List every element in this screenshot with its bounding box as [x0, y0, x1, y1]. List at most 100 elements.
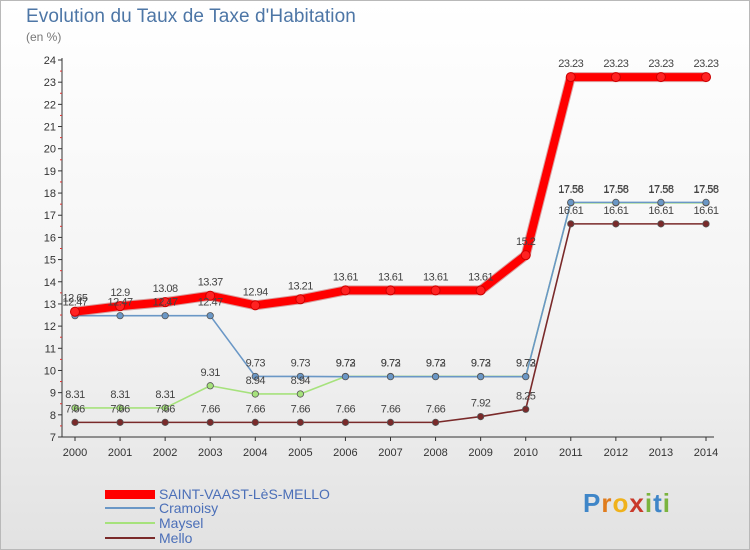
data-label: 13.37: [198, 277, 223, 289]
y-tick-label: 13: [44, 299, 56, 311]
data-label: 17.56: [603, 184, 628, 196]
data-label: 12.47: [198, 297, 223, 309]
data-point: [655, 72, 666, 83]
data-point: [385, 285, 396, 296]
data-point: [657, 198, 665, 206]
data-point: [520, 250, 531, 261]
data-label: 7.66: [65, 403, 85, 415]
data-label: 9.73: [516, 357, 536, 369]
y-tick-label: 18: [44, 188, 56, 200]
data-label: 12.47: [153, 297, 178, 309]
legend-item-cramoisy: Cramoisy: [105, 500, 218, 516]
data-label: 17.56: [558, 184, 583, 196]
data-label: 7.66: [291, 403, 311, 415]
x-tick-label: 2005: [288, 447, 312, 459]
x-tick-label: 2008: [423, 447, 447, 459]
data-point: [295, 294, 306, 305]
data-point: [340, 285, 351, 296]
y-tick-label: 17: [44, 210, 56, 222]
data-point: [431, 373, 440, 381]
data-label: 23.23: [603, 58, 628, 70]
y-tick-label: 12: [44, 321, 56, 333]
data-label: 13.61: [333, 271, 358, 283]
y-tick-label: 15: [44, 255, 56, 267]
data-point: [296, 390, 304, 398]
data-label: 15.2: [516, 236, 536, 248]
x-tick-label: 2000: [63, 447, 87, 459]
data-point: [161, 404, 169, 412]
data-label: 7.66: [336, 403, 356, 415]
data-label: 17.56: [648, 184, 673, 196]
y-tick-label: 10: [44, 365, 56, 377]
legend-swatch: [105, 537, 155, 539]
legend-label: Maysel: [159, 515, 204, 531]
data-point: [115, 301, 126, 312]
y-tick-label: 9: [50, 388, 56, 400]
data-label: 7.66: [381, 403, 401, 415]
data-point: [296, 372, 304, 381]
data-label: 12.9: [110, 287, 130, 299]
data-label: 9.72: [381, 358, 401, 370]
data-point: [251, 372, 259, 381]
data-point: [702, 198, 710, 206]
proxiti-logo: Proxiti: [583, 488, 671, 518]
data-point: [431, 418, 440, 426]
data-label: 12.65: [62, 293, 87, 305]
data-point: [610, 72, 621, 83]
y-tick-label: 20: [44, 144, 56, 156]
x-tick-label: 2013: [649, 447, 673, 459]
data-point: [341, 373, 350, 381]
y-tick-label: 21: [44, 122, 56, 134]
x-tick-label: 2004: [243, 447, 267, 459]
data-point: [116, 418, 124, 426]
data-label: 9.73: [426, 357, 446, 369]
data-label: 12.94: [243, 286, 268, 298]
data-point: [657, 220, 665, 228]
y-tick-label: 22: [44, 99, 56, 111]
data-point: [251, 390, 259, 398]
data-label: 16.61: [558, 205, 583, 217]
data-point: [160, 297, 171, 308]
x-tick-label: 2014: [694, 447, 718, 459]
data-label: 13.61: [468, 271, 493, 283]
x-tick-label: 2010: [513, 447, 537, 459]
data-point: [612, 198, 620, 206]
data-label: 13.61: [423, 271, 448, 283]
data-point: [206, 418, 214, 426]
data-point: [475, 285, 486, 296]
data-point: [161, 418, 169, 426]
data-point: [161, 312, 169, 320]
data-point: [206, 312, 214, 320]
y-tick-label: 24: [44, 55, 56, 67]
data-point: [386, 418, 395, 426]
data-label: 13.08: [153, 283, 178, 295]
legend-label: Cramoisy: [159, 500, 219, 516]
y-tick-label: 8: [50, 410, 56, 422]
data-point: [205, 290, 216, 301]
data-label: 12.47: [108, 297, 133, 309]
x-tick-label: 2007: [378, 447, 402, 459]
data-point: [477, 412, 485, 421]
data-point: [430, 285, 441, 296]
data-point: [116, 404, 124, 412]
data-label: 16.61: [693, 205, 718, 217]
data-label: 8.31: [65, 389, 85, 401]
y-tick-label: 19: [44, 166, 56, 178]
data-label: 23.23: [558, 58, 583, 70]
data-label: 23.23: [648, 58, 673, 70]
data-label: 16.61: [648, 205, 673, 217]
data-point: [567, 220, 575, 228]
data-label: 12.47: [62, 297, 87, 309]
y-tick-label: 16: [44, 232, 56, 244]
x-tick-label: 2009: [468, 447, 492, 459]
x-tick-label: 2011: [559, 447, 583, 459]
data-label: 8.94: [291, 375, 311, 387]
y-tick-label: 11: [45, 343, 56, 355]
data-point: [70, 306, 80, 317]
data-label: 9.73: [471, 357, 491, 369]
data-label: 23.23: [693, 58, 718, 70]
data-label: 9.72: [516, 358, 536, 370]
data-point: [71, 418, 79, 426]
